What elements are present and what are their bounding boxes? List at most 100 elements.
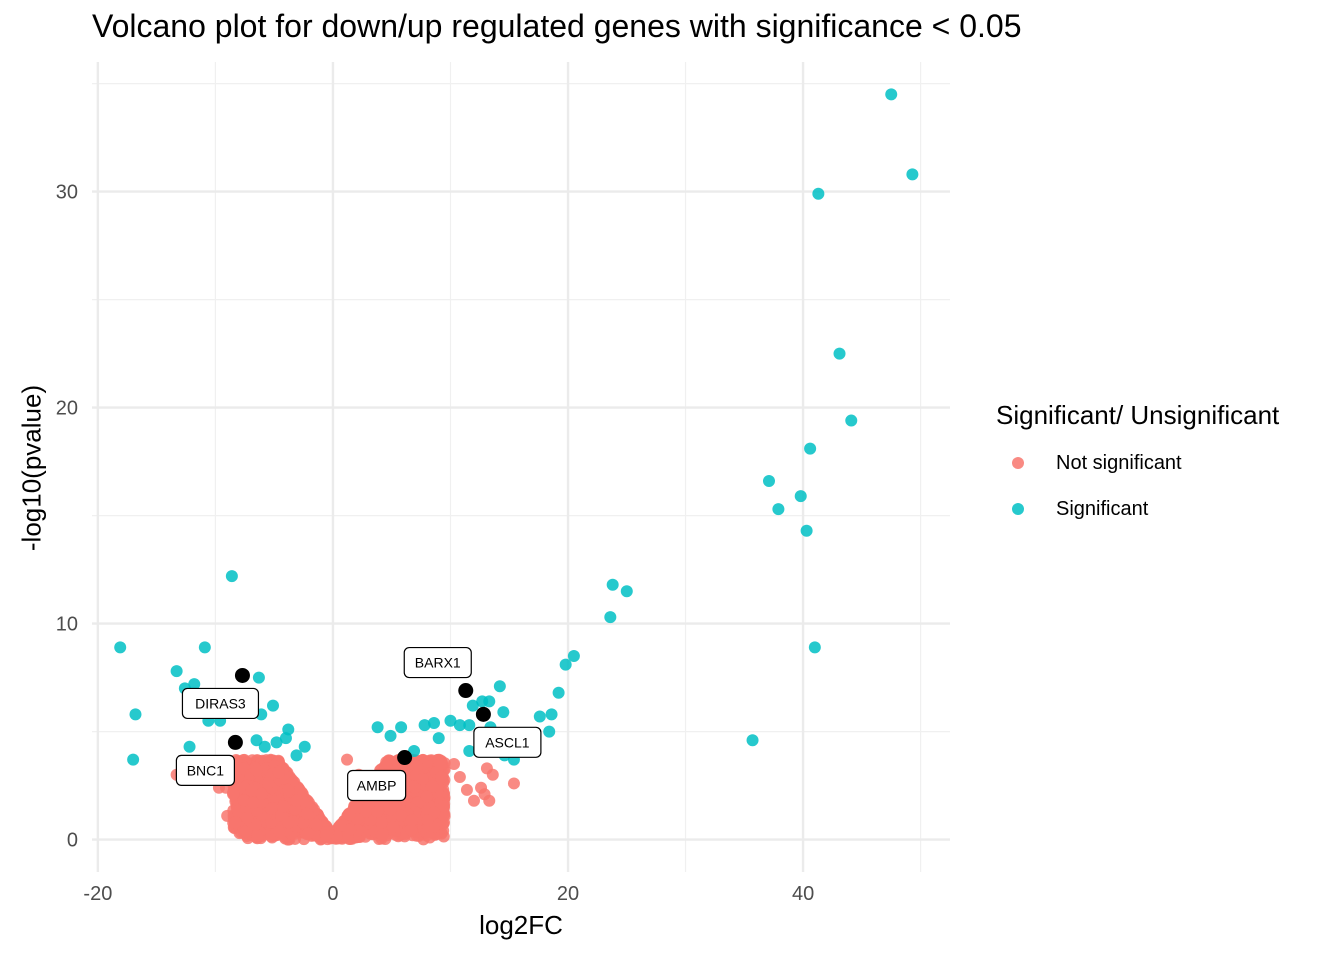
- gene-label: ASCL1: [485, 734, 530, 750]
- x-axis-label: log2FC: [479, 910, 563, 940]
- gene-label-box: [175, 754, 235, 787]
- not-significant-point: [395, 809, 408, 822]
- significant-point: [604, 611, 617, 624]
- legend-label-not-significant: Not significant: [1056, 451, 1182, 474]
- significant-point: [533, 710, 546, 723]
- legend-item-significant: Significant: [996, 495, 1279, 523]
- tick-labels: -20 0 20 40 0 10 20 30: [56, 182, 814, 905]
- legend-key-significant: [1012, 503, 1024, 515]
- highlight-point: [234, 667, 250, 683]
- cloud-point: [437, 809, 450, 822]
- significant-point: [290, 749, 303, 762]
- significant-point: [833, 347, 846, 360]
- cloud-point: [421, 814, 434, 827]
- significant-point: [252, 671, 265, 684]
- cloud-point: [376, 828, 389, 841]
- cloud-point: [371, 805, 384, 818]
- significant-point: [453, 719, 466, 732]
- significant-point: [772, 503, 785, 516]
- x-tick-label: -20: [83, 883, 112, 905]
- not-significant-point: [341, 753, 354, 766]
- significant-point: [906, 168, 919, 181]
- significant-point: [183, 740, 196, 753]
- not-significant-point: [247, 796, 260, 809]
- cloud-point: [277, 800, 290, 813]
- not-significant-point: [301, 807, 314, 820]
- significant-point: [114, 641, 127, 654]
- highlight-point: [227, 734, 243, 750]
- y-tick-label: 10: [56, 614, 78, 636]
- highlight-point: [458, 683, 474, 699]
- gene-label: BNC1: [187, 762, 225, 778]
- cloud-point: [434, 758, 447, 771]
- legend-key-not-significant: [1012, 457, 1024, 469]
- significant-point: [559, 658, 572, 671]
- significant-point: [552, 686, 565, 699]
- significant-point: [432, 732, 445, 745]
- significant-point: [845, 414, 858, 427]
- not-significant-point: [486, 768, 499, 781]
- significant-point: [885, 88, 898, 101]
- highlight-point: [397, 750, 413, 766]
- not-significant-point: [290, 794, 303, 807]
- not-significant-point: [221, 809, 234, 822]
- significant-point: [567, 650, 580, 662]
- legend-item-not-significant: Not significant: [996, 449, 1279, 477]
- significant-point: [428, 716, 441, 729]
- cloud-point: [387, 821, 400, 834]
- significant-point: [298, 740, 311, 753]
- cloud-point: [359, 805, 372, 818]
- not-significant-point: [453, 770, 466, 783]
- not-significant-point: [483, 794, 496, 807]
- cloud-point: [423, 831, 436, 844]
- significant-point: [188, 678, 201, 691]
- not-significant-point: [262, 777, 275, 790]
- not-significant-point: [507, 777, 520, 790]
- significant-point: [371, 721, 384, 734]
- x-tick-label: 0: [327, 883, 338, 905]
- significant-point: [463, 745, 476, 758]
- significant-point: [543, 725, 556, 738]
- cloud-point: [265, 802, 278, 815]
- gene-label-box: [403, 646, 472, 679]
- significant-point: [804, 442, 817, 455]
- significant-point: [746, 734, 759, 747]
- significant-point: [395, 721, 408, 734]
- not-significant-point: [229, 816, 242, 829]
- significant-point: [808, 641, 821, 654]
- significant-point: [606, 578, 619, 591]
- gene-label-box: [473, 726, 542, 758]
- significant-point: [545, 708, 558, 721]
- cloud-point: [237, 794, 250, 807]
- significant-point: [384, 729, 397, 742]
- x-tick-label: 40: [792, 883, 814, 905]
- legend: Significant/ Unsignificant Not significa…: [996, 400, 1279, 523]
- gene-label-box: [181, 687, 260, 720]
- y-axis-label: -log10(pvalue): [16, 384, 47, 552]
- cloud-point: [426, 780, 439, 793]
- minor-gridlines: [92, 62, 950, 872]
- significant-point: [170, 665, 183, 678]
- significant-point: [444, 714, 457, 727]
- y-tick-label: 20: [56, 398, 78, 420]
- cloud-point: [282, 816, 295, 829]
- not-significant-point: [420, 790, 433, 803]
- significant-point: [493, 680, 506, 693]
- highlight-point: [475, 706, 491, 722]
- significant-point: [762, 475, 775, 488]
- cloud-point: [375, 816, 388, 829]
- cloud-point: [437, 800, 450, 813]
- significant-point: [497, 706, 510, 719]
- gene-label: AMBP: [357, 778, 397, 794]
- cloud-point: [255, 787, 268, 800]
- cloud-point: [245, 784, 258, 797]
- gene-label: BARX1: [415, 655, 461, 671]
- not-significant-point: [319, 829, 332, 842]
- chart-title: Volcano plot for down/up regulated genes…: [92, 8, 1022, 44]
- cloud-point: [405, 824, 418, 837]
- significant-point: [418, 719, 431, 732]
- not-significant-point: [405, 814, 418, 827]
- significant-point: [225, 570, 238, 583]
- highlighted-genes: BARX1 ASCL1 DIRAS3 BNC1 AMBP: [175, 646, 542, 802]
